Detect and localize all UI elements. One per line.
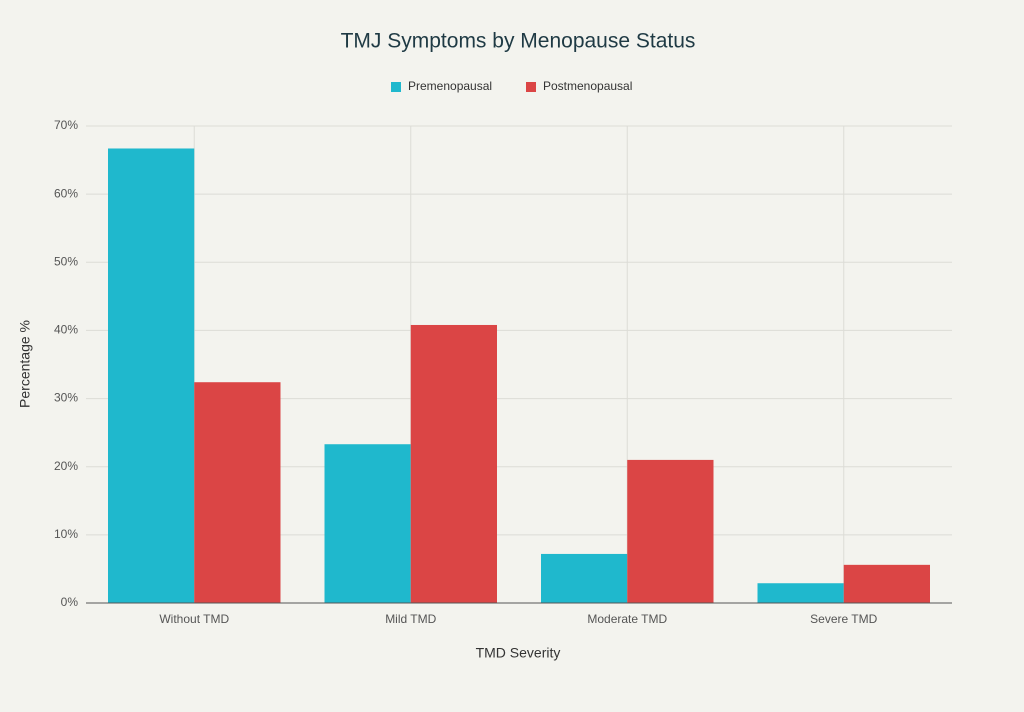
bar bbox=[843, 564, 930, 603]
x-axis-title: TMD Severity bbox=[476, 645, 561, 661]
y-tick-label: 70% bbox=[54, 118, 78, 132]
bar bbox=[108, 148, 195, 604]
bar bbox=[410, 324, 497, 603]
y-tick-label: 60% bbox=[54, 186, 78, 200]
chart-title: TMJ Symptoms by Menopause Status bbox=[341, 30, 696, 53]
bar bbox=[541, 553, 628, 603]
y-tick-label: 50% bbox=[54, 254, 78, 268]
bar bbox=[757, 583, 844, 603]
y-tick-label: 20% bbox=[54, 459, 78, 473]
legend-swatch bbox=[526, 82, 536, 92]
bar bbox=[324, 444, 411, 603]
x-tick-label: Mild TMD bbox=[385, 612, 436, 626]
y-axis-title: Percentage % bbox=[17, 320, 33, 408]
y-tick-label: 30% bbox=[54, 391, 78, 405]
legend-swatch bbox=[391, 82, 401, 92]
bar bbox=[627, 459, 714, 603]
y-tick-label: 40% bbox=[54, 323, 78, 337]
legend-label: Premenopausal bbox=[408, 79, 492, 93]
legend-label: Postmenopausal bbox=[543, 79, 632, 93]
x-tick-label: Without TMD bbox=[159, 612, 229, 626]
y-tick-label: 0% bbox=[61, 595, 79, 609]
bar bbox=[194, 382, 281, 603]
x-tick-label: Severe TMD bbox=[810, 612, 877, 626]
y-tick-label: 10% bbox=[54, 527, 78, 541]
x-tick-label: Moderate TMD bbox=[587, 612, 667, 626]
